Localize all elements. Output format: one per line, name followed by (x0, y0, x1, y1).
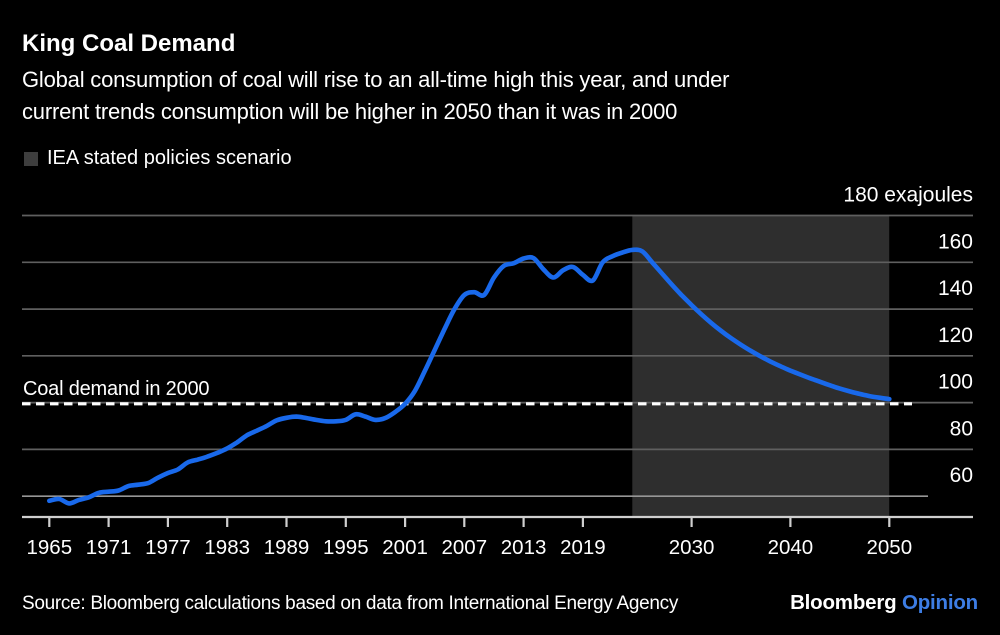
subtitle-line-1: Global consumption of coal will rise to … (22, 67, 730, 92)
x-tick-label: 2050 (866, 536, 912, 559)
y-tick-label: 80 (950, 417, 973, 440)
scenario-region (632, 215, 890, 517)
reference-line-label: Coal demand in 2000 (23, 378, 210, 400)
chart-subtitle: Global consumption of coal will rise to … (22, 64, 730, 128)
bloomberg-logo: Bloomberg Opinion (790, 591, 978, 615)
x-tick-label: 1977 (145, 536, 191, 559)
x-tick-label: 2007 (441, 536, 487, 559)
x-tick-label: 2001 (382, 536, 428, 559)
x-tick-label: 2019 (560, 536, 606, 559)
legend-label: IEA stated policies scenario (47, 147, 292, 169)
legend: IEA stated policies scenario (24, 147, 292, 170)
y-tick-label: 60 (950, 464, 973, 487)
brand-opinion: Opinion (901, 591, 978, 614)
x-tick-label: 2030 (669, 536, 715, 559)
page-title: King Coal Demand (22, 30, 236, 57)
x-tick-label: 2040 (768, 536, 814, 559)
y-tick-label: 180 exajoules (843, 184, 973, 207)
x-tick-label: 1995 (323, 536, 369, 559)
coal-demand-line (47, 247, 892, 506)
brand-bloomberg: Bloomberg (790, 591, 897, 614)
source-text: Source: Bloomberg calculations based on … (22, 593, 679, 614)
x-tick-label: 1971 (86, 536, 132, 559)
y-tick-label: 160 (938, 230, 973, 253)
x-tick-label: 1965 (26, 536, 72, 559)
subtitle-line-2: current trends consumption will be highe… (22, 99, 678, 124)
x-tick-label: 2013 (501, 536, 547, 559)
x-tick-label: 1989 (264, 536, 310, 559)
y-tick-label: 120 (938, 324, 973, 347)
y-tick-label: 140 (938, 277, 973, 300)
x-tick-label: 1983 (204, 536, 250, 559)
y-tick-label: 100 (938, 371, 973, 394)
legend-swatch-icon (24, 151, 38, 166)
